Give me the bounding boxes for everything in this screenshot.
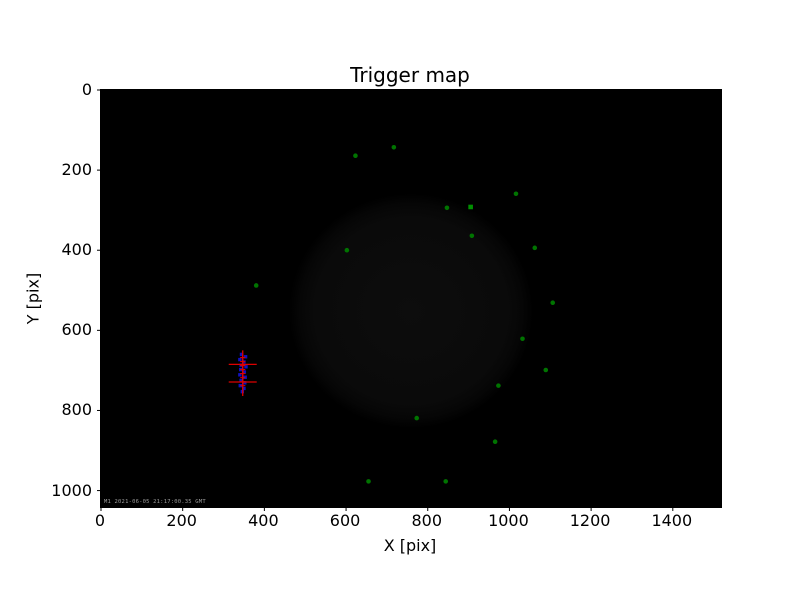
star-dots-marker [443, 479, 449, 484]
y-tick-label: 200 [61, 160, 92, 180]
star-dots-marker [550, 300, 556, 306]
star-dots-marker [496, 383, 501, 388]
plot-svg [97, 89, 674, 511]
star-dots-marker [513, 191, 519, 197]
x-tick-label: 1000 [488, 511, 529, 530]
star-dots-marker [469, 233, 475, 239]
trigger-pixels-marker [242, 370, 247, 374]
star-dots-marker [344, 247, 350, 253]
star-dots-marker [414, 415, 420, 421]
trigger-pixels-marker [244, 365, 248, 369]
timestamp-watermark: M1 2021-06-05 21:17:00.35 GMT [104, 499, 206, 505]
trigger-pixels-marker [242, 386, 246, 391]
trigger-pixels-marker [239, 352, 244, 357]
x-tick-label: 1400 [651, 511, 693, 530]
x-tick-label: 800 [411, 511, 442, 530]
trigger-pixels-marker [243, 355, 248, 359]
plot-area: M1 2021-06-05 21:17:00.35 GMT [97, 89, 722, 511]
star-dots-marker [520, 336, 525, 342]
star-dots-marker [492, 439, 498, 445]
x-tick-label: 1200 [569, 511, 611, 530]
x-tick-label: 0 [94, 511, 106, 530]
trigger-pixels-marker [239, 378, 243, 383]
star-dots-marker [353, 153, 358, 158]
star-dots-marker [444, 205, 450, 211]
star-dots-marker [253, 283, 259, 288]
star-dots-marker [543, 367, 549, 373]
x-tick-label: 400 [248, 511, 279, 530]
y-tick-label: 600 [61, 320, 92, 340]
large-red-crosses-marker [228, 368, 257, 397]
y-tick-label: 400 [61, 240, 92, 260]
x-tick-label: 600 [329, 511, 361, 530]
trigger-pixels-marker [238, 373, 242, 377]
y-tick-label: 0 [81, 80, 92, 99]
x-axis-label: X [pix] [383, 536, 437, 555]
x-tick-label: 200 [166, 511, 197, 530]
star-dots-marker [366, 479, 371, 484]
star-dots-marker [391, 144, 397, 150]
y-tick-label: 1000 [51, 480, 92, 500]
trigger-pixels-marker [238, 357, 242, 362]
trigger-pixels-marker [243, 381, 247, 385]
chart-title: Trigger map [350, 63, 470, 87]
star-dots-marker [532, 245, 538, 251]
sensor-disc [101, 90, 721, 507]
star-square-marker [468, 204, 473, 210]
y-tick-label: 800 [61, 400, 92, 420]
